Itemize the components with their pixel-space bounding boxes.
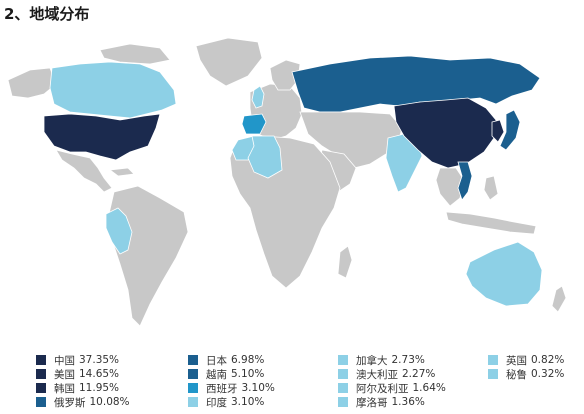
legend-percentage: 1.64% <box>412 382 446 394</box>
legend-percentage: 37.35% <box>79 354 120 366</box>
legend-country-name: 英国 <box>506 354 527 367</box>
legend-percentage: 5.10% <box>231 368 265 380</box>
legend-percentage: 11.95% <box>79 382 120 394</box>
region-china[interactable] <box>393 97 497 169</box>
legend-item: 澳大利亚 2.27% <box>338 367 488 381</box>
region-indonesia <box>445 211 537 235</box>
legend-swatch <box>338 397 348 407</box>
region-madagascar <box>337 245 353 279</box>
region-peru[interactable] <box>105 207 133 255</box>
region-southeast-asia <box>435 167 465 207</box>
world-map <box>0 28 584 343</box>
region-greenland <box>195 37 263 87</box>
legend-country-name: 阿尔及利亚 <box>356 382 409 395</box>
legend-swatch <box>338 369 348 379</box>
legend-percentage: 3.10% <box>231 396 265 408</box>
region-australia[interactable] <box>465 241 543 307</box>
legend-item: 中国 37.35% <box>36 353 188 367</box>
legend-country-name: 中国 <box>54 354 75 367</box>
legend-item: 韩国 11.95% <box>36 381 188 395</box>
region-new-zealand <box>551 285 567 313</box>
region-japan[interactable] <box>499 109 521 151</box>
legend-item: 加拿大 2.73% <box>338 353 488 367</box>
legend-item: 秘鲁 0.32% <box>488 367 576 381</box>
legend-item: 日本 6.98% <box>188 353 338 367</box>
legend-country-name: 越南 <box>206 368 227 381</box>
legend-item: 英国 0.82% <box>488 353 576 367</box>
region-cuba <box>108 167 135 177</box>
legend: 中国 37.35% 美国 14.65% 韩国 11.95% 俄罗斯 10.08% 日本 6.98%… <box>36 353 576 411</box>
legend-percentage: 2.27% <box>402 368 436 380</box>
legend-item: 阿尔及利亚 1.64% <box>338 381 488 395</box>
legend-swatch <box>36 369 46 379</box>
legend-swatch <box>188 383 198 393</box>
legend-country-name: 俄罗斯 <box>54 396 86 409</box>
legend-country-name: 加拿大 <box>356 354 388 367</box>
legend-swatch <box>488 355 498 365</box>
legend-item: 美国 14.65% <box>36 367 188 381</box>
region-alaska <box>7 67 57 99</box>
legend-item: 印度 3.10% <box>188 395 338 409</box>
legend-percentage: 0.82% <box>531 354 565 366</box>
region-arctic-islands <box>99 43 171 65</box>
legend-percentage: 6.98% <box>231 354 265 366</box>
legend-percentage: 14.65% <box>79 368 120 380</box>
region-vietnam[interactable] <box>457 161 473 201</box>
legend-swatch <box>338 383 348 393</box>
legend-swatch <box>36 355 46 365</box>
legend-swatch <box>36 383 46 393</box>
legend-item: 俄罗斯 10.08% <box>36 395 188 409</box>
legend-item: 摩洛哥 1.36% <box>338 395 488 409</box>
legend-country-name: 美国 <box>54 368 75 381</box>
legend-percentage: 0.32% <box>531 368 565 380</box>
legend-item: 越南 5.10% <box>188 367 338 381</box>
region-canada[interactable] <box>49 61 177 119</box>
legend-item: 西班牙 3.10% <box>188 381 338 395</box>
region-usa[interactable] <box>43 113 161 161</box>
legend-swatch <box>188 355 198 365</box>
region-algeria[interactable] <box>247 135 283 179</box>
legend-percentage: 1.36% <box>391 396 425 408</box>
legend-swatch <box>488 369 498 379</box>
legend-swatch <box>188 369 198 379</box>
legend-percentage: 2.73% <box>391 354 425 366</box>
region-africa <box>229 135 341 289</box>
legend-swatch <box>338 355 348 365</box>
legend-country-name: 日本 <box>206 354 227 367</box>
legend-country-name: 澳大利亚 <box>356 368 398 381</box>
page-title: 2、地域分布 <box>4 5 90 23</box>
legend-percentage: 3.10% <box>241 382 275 394</box>
legend-country-name: 印度 <box>206 396 227 409</box>
region-mexico <box>55 149 113 193</box>
region-philippines <box>483 175 499 201</box>
legend-country-name: 韩国 <box>54 382 75 395</box>
legend-swatch <box>188 397 198 407</box>
region-uk[interactable] <box>251 85 265 109</box>
region-spain[interactable] <box>241 113 267 135</box>
region-korea[interactable] <box>491 119 505 143</box>
legend-country-name: 秘鲁 <box>506 368 527 381</box>
legend-country-name: 摩洛哥 <box>356 396 388 409</box>
region-south-america <box>107 185 189 327</box>
region-scandinavia <box>269 59 301 91</box>
legend-country-name: 西班牙 <box>206 382 238 395</box>
legend-percentage: 10.08% <box>89 396 130 408</box>
legend-swatch <box>36 397 46 407</box>
